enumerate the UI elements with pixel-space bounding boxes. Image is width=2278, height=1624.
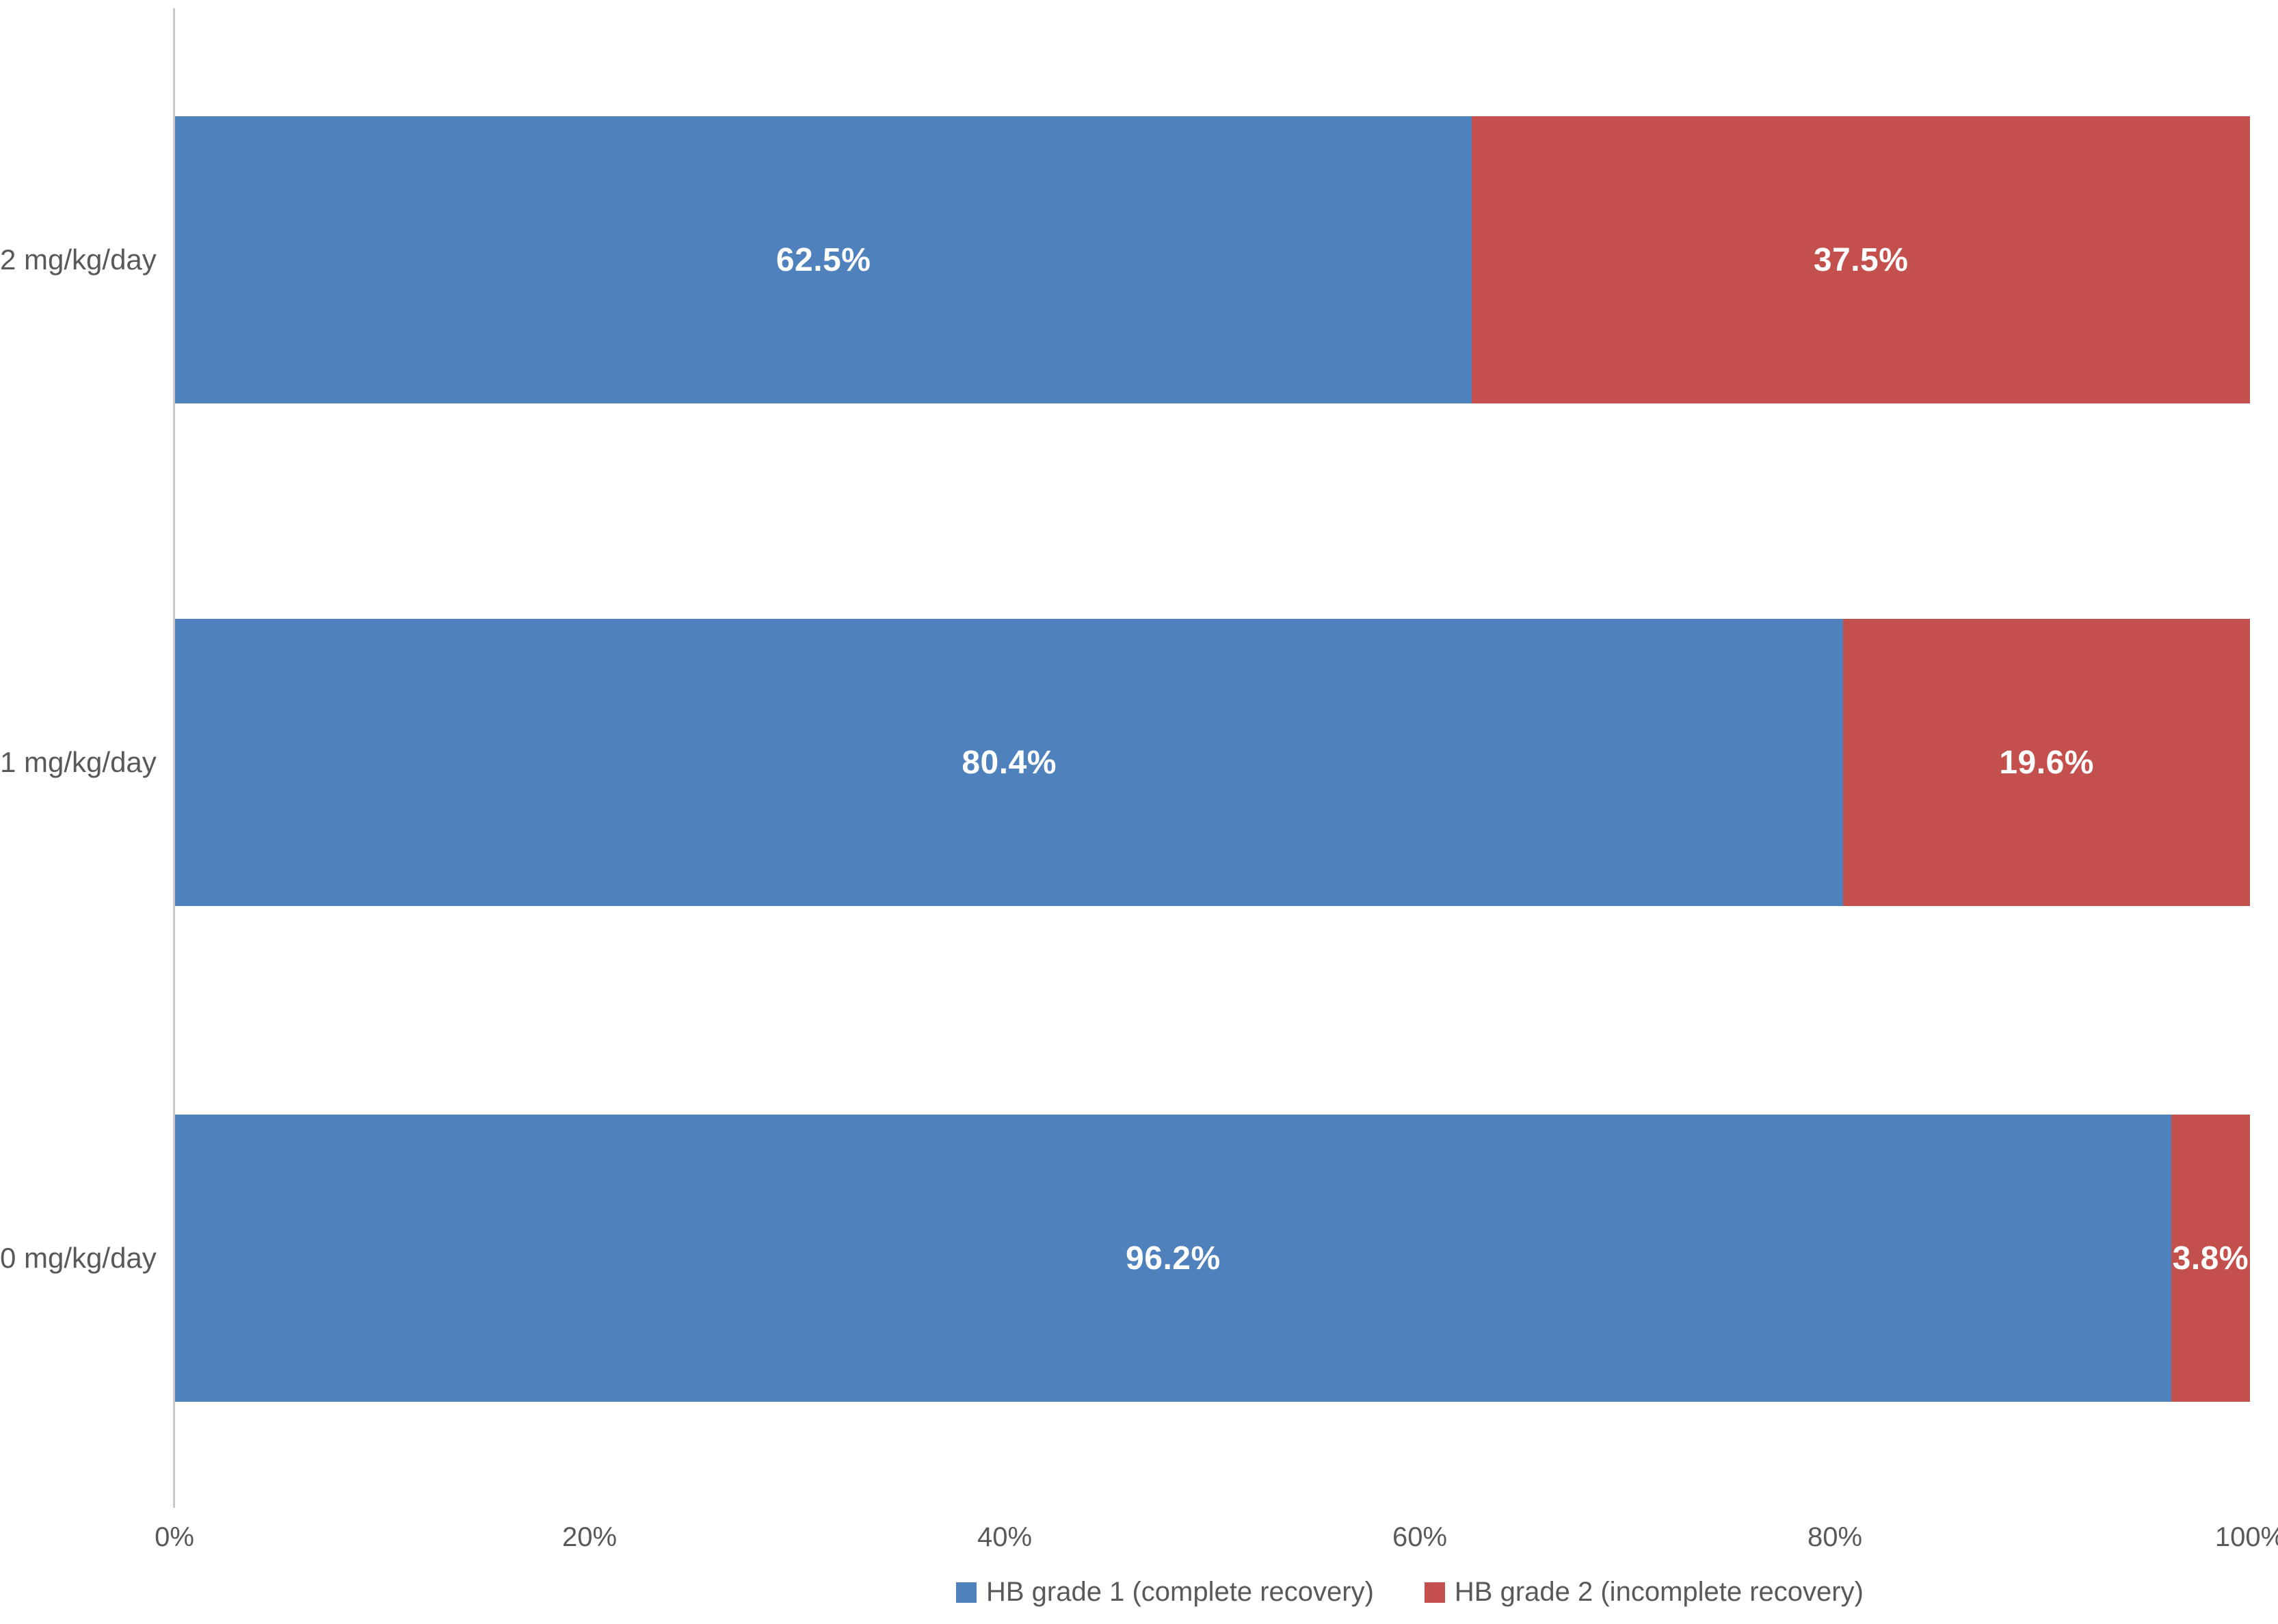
- legend-entry-grade1: HB grade 1 (complete recovery): [956, 1577, 1374, 1608]
- legend-label-grade2: HB grade 2 (incomplete recovery): [1454, 1577, 1864, 1607]
- x-axis-tick-0: 0%: [155, 1522, 194, 1552]
- plot-area: 62.5% 37.5% 80.4% 19.6% 96.2% 3.8%: [175, 8, 2250, 1508]
- x-axis-tick-60: 60%: [1392, 1522, 1448, 1552]
- data-label: 37.5%: [1813, 241, 1909, 278]
- bar-segment-grade1: 96.2%: [175, 1115, 2171, 1402]
- legend-swatch-grade2-icon: [1424, 1582, 1445, 1603]
- x-axis-tick-40: 40%: [977, 1522, 1033, 1552]
- bar-segment-grade2: 37.5%: [1472, 116, 2250, 403]
- legend: HB grade 1 (complete recovery) HB grade …: [956, 1577, 1864, 1608]
- bar-segment-grade1: 80.4%: [175, 619, 1844, 906]
- x-axis-tick-100: 100%: [2214, 1522, 2278, 1552]
- data-label: 19.6%: [1999, 744, 2094, 781]
- data-label: 96.2%: [1126, 1240, 1221, 1277]
- x-axis-tick-20: 20%: [561, 1522, 618, 1552]
- data-label: 3.8%: [2172, 1240, 2249, 1277]
- bar-segment-grade1: 62.5%: [175, 116, 1472, 403]
- y-axis-line: [173, 8, 175, 1508]
- bar-row-2mg: 62.5% 37.5%: [175, 116, 2250, 403]
- data-label: 80.4%: [962, 744, 1057, 781]
- bar-row-1mg: 80.4% 19.6%: [175, 619, 2250, 906]
- legend-entry-grade2: HB grade 2 (incomplete recovery): [1424, 1577, 1864, 1608]
- legend-label-grade1: HB grade 1 (complete recovery): [986, 1577, 1374, 1607]
- bar-segment-grade2: 3.8%: [2171, 1115, 2250, 1402]
- category-label-1mg: 1 mg/kg/day: [0, 746, 157, 778]
- bar-row-0mg: 96.2% 3.8%: [175, 1115, 2250, 1402]
- data-label: 62.5%: [776, 241, 871, 278]
- x-axis-tick-80: 80%: [1807, 1522, 1863, 1552]
- bar-segment-grade2: 19.6%: [1843, 619, 2250, 906]
- category-label-0mg: 0 mg/kg/day: [0, 1242, 157, 1274]
- legend-swatch-grade1-icon: [956, 1582, 977, 1603]
- category-label-2mg: 2 mg/kg/day: [0, 243, 157, 276]
